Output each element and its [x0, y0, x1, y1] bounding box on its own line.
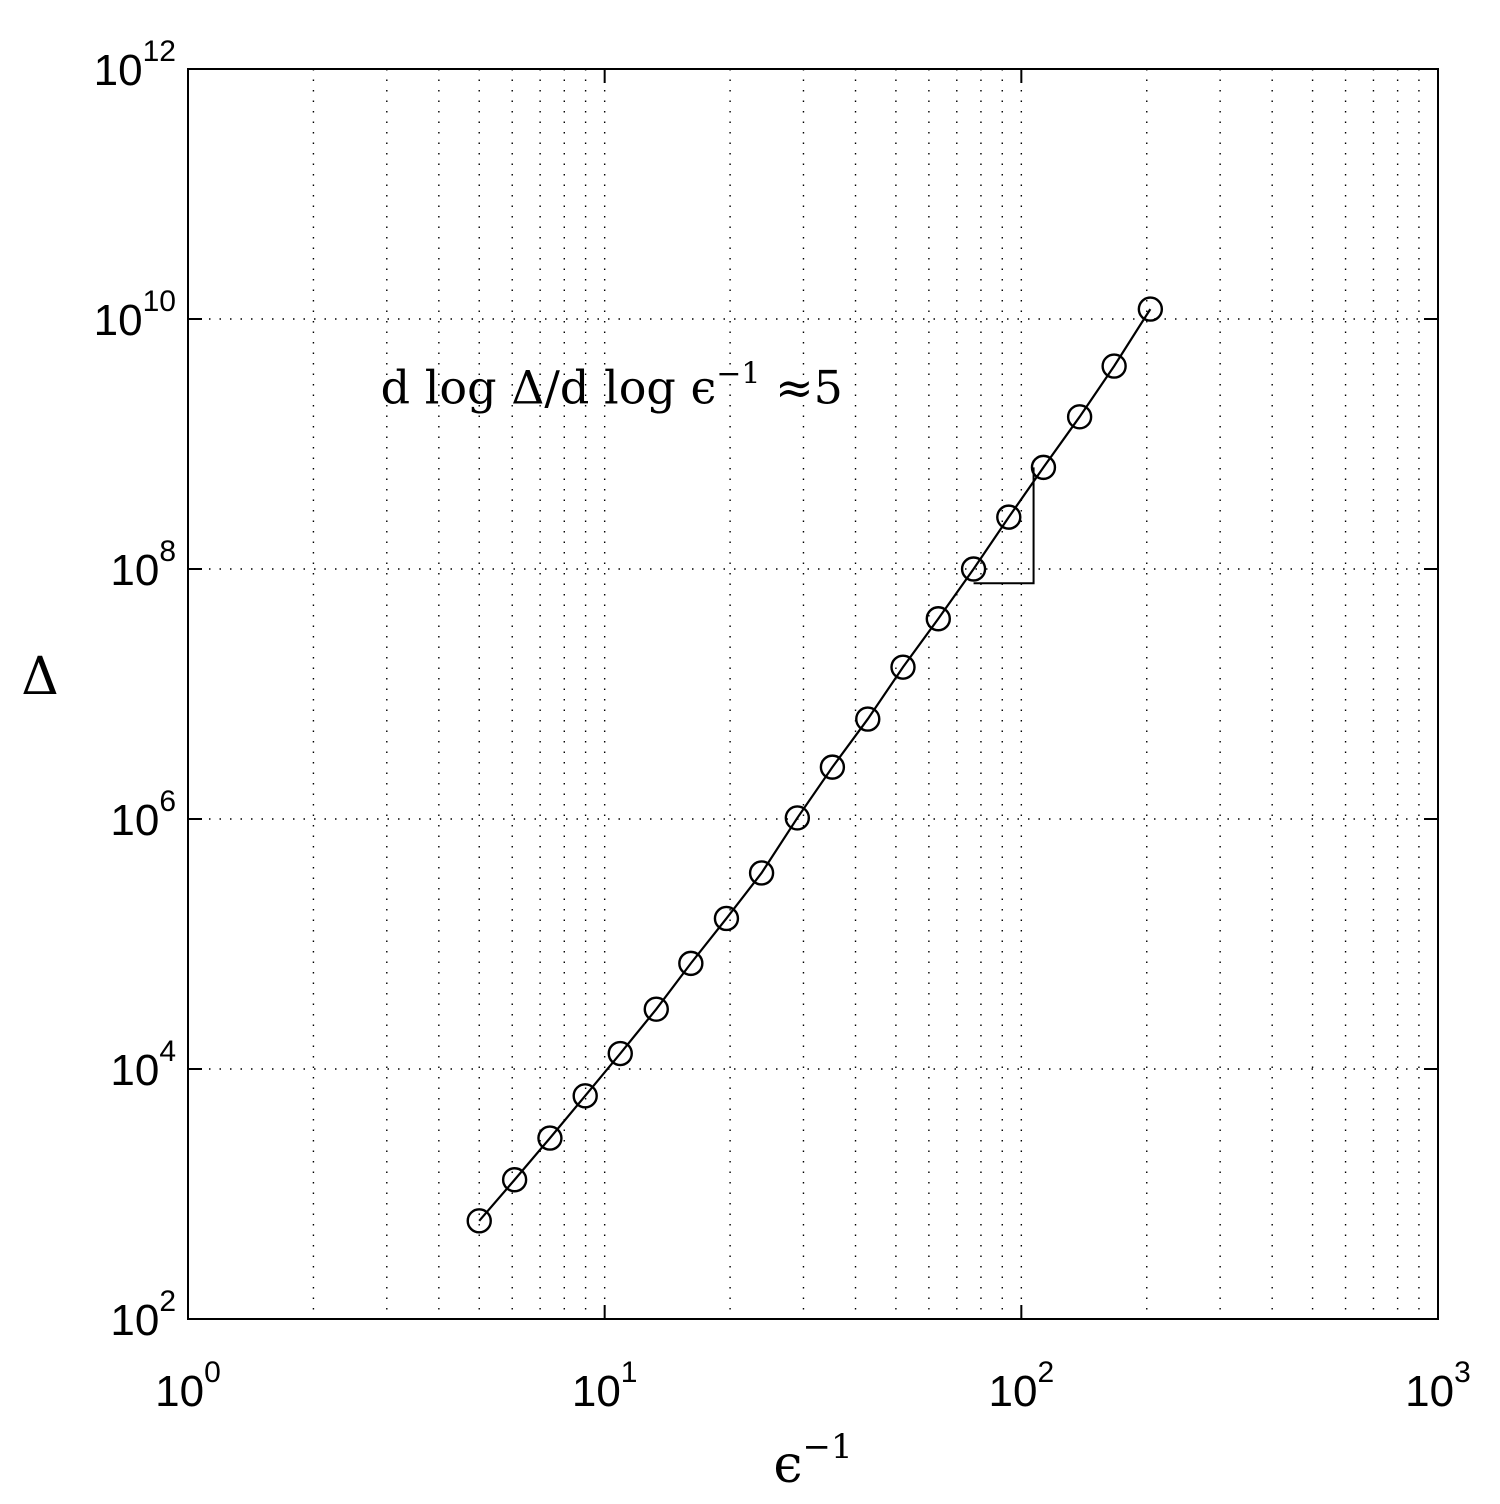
x-tick-label: 102	[989, 1356, 1055, 1416]
series-line	[478, 308, 1152, 1222]
series	[466, 296, 1164, 1234]
data-point	[678, 950, 704, 977]
y-tick-exp: 2	[159, 1285, 176, 1318]
data-point	[996, 504, 1022, 530]
data-point	[819, 754, 846, 780]
annotation-sup: −1	[716, 357, 760, 392]
y-tick-base: 10	[110, 1046, 159, 1095]
x-tick-base: 10	[989, 1367, 1038, 1416]
x-tick-exp: 3	[1454, 1356, 1471, 1389]
x-axis-label: ϵ−1	[773, 1427, 852, 1495]
data-point	[784, 805, 811, 831]
x-axis-label-sup: −1	[803, 1427, 853, 1467]
data-point	[1030, 454, 1057, 481]
y-tick-exp: 12	[143, 35, 176, 68]
y-tick-base: 10	[110, 796, 159, 845]
y-tick-exp: 4	[159, 1035, 176, 1068]
annotation: d log Δ/d log ϵ−1 ≈5	[381, 357, 843, 415]
data-point	[466, 1208, 492, 1234]
x-tick-base: 10	[1405, 1367, 1454, 1416]
slope-triangle-legs	[973, 467, 1035, 585]
data-point	[537, 1125, 563, 1151]
y-tick-label: 106	[110, 785, 176, 845]
x-axis-label-base: ϵ	[773, 1435, 802, 1495]
data-point	[748, 860, 775, 886]
slope-triangle	[973, 467, 1035, 585]
data-point	[890, 654, 916, 680]
y-tick-label: 1012	[94, 35, 176, 95]
y-tick-base: 10	[94, 46, 143, 95]
y-tick-exp: 10	[143, 285, 176, 318]
x-tick-exp: 0	[204, 1356, 221, 1389]
data-point	[572, 1083, 598, 1109]
x-tick-base: 10	[572, 1367, 621, 1416]
x-tick-exp: 1	[621, 1356, 638, 1389]
data-point	[643, 996, 669, 1022]
y-tick-label: 1010	[94, 285, 176, 345]
y-tick-label: 108	[110, 535, 176, 595]
y-tick-base: 10	[110, 1296, 159, 1345]
data-point	[855, 706, 881, 732]
x-tick-label: 100	[155, 1356, 221, 1416]
data-point	[1066, 404, 1093, 430]
data-point	[501, 1167, 528, 1193]
y-tick-base: 10	[110, 546, 159, 595]
x-tick-label: 103	[1405, 1356, 1471, 1416]
x-tick-exp: 2	[1037, 1356, 1054, 1389]
data-point	[925, 606, 951, 632]
data-point	[713, 905, 740, 932]
y-tick-exp: 8	[159, 535, 176, 568]
y-tick-base: 10	[94, 296, 143, 345]
x-tick-label: 101	[572, 1356, 638, 1416]
tick-marks	[187, 68, 1439, 1320]
y-tick-exp: 6	[159, 785, 176, 818]
x-tick-labels: 100 101 102 103	[155, 1356, 1471, 1416]
annotation-text: d log Δ/d log ϵ	[381, 361, 717, 415]
data-point	[1137, 296, 1164, 322]
x-tick-base: 10	[155, 1367, 204, 1416]
annotation-suffix: ≈5	[760, 361, 842, 415]
y-axis-label: Δ	[21, 647, 59, 707]
grid	[188, 69, 1438, 1319]
data-point	[607, 1040, 633, 1067]
plot-area-frame	[187, 68, 1439, 1320]
y-tick-label: 102	[110, 1285, 176, 1345]
data-point	[960, 556, 987, 582]
y-tick-label: 104	[110, 1035, 176, 1095]
data-point	[1101, 353, 1127, 379]
